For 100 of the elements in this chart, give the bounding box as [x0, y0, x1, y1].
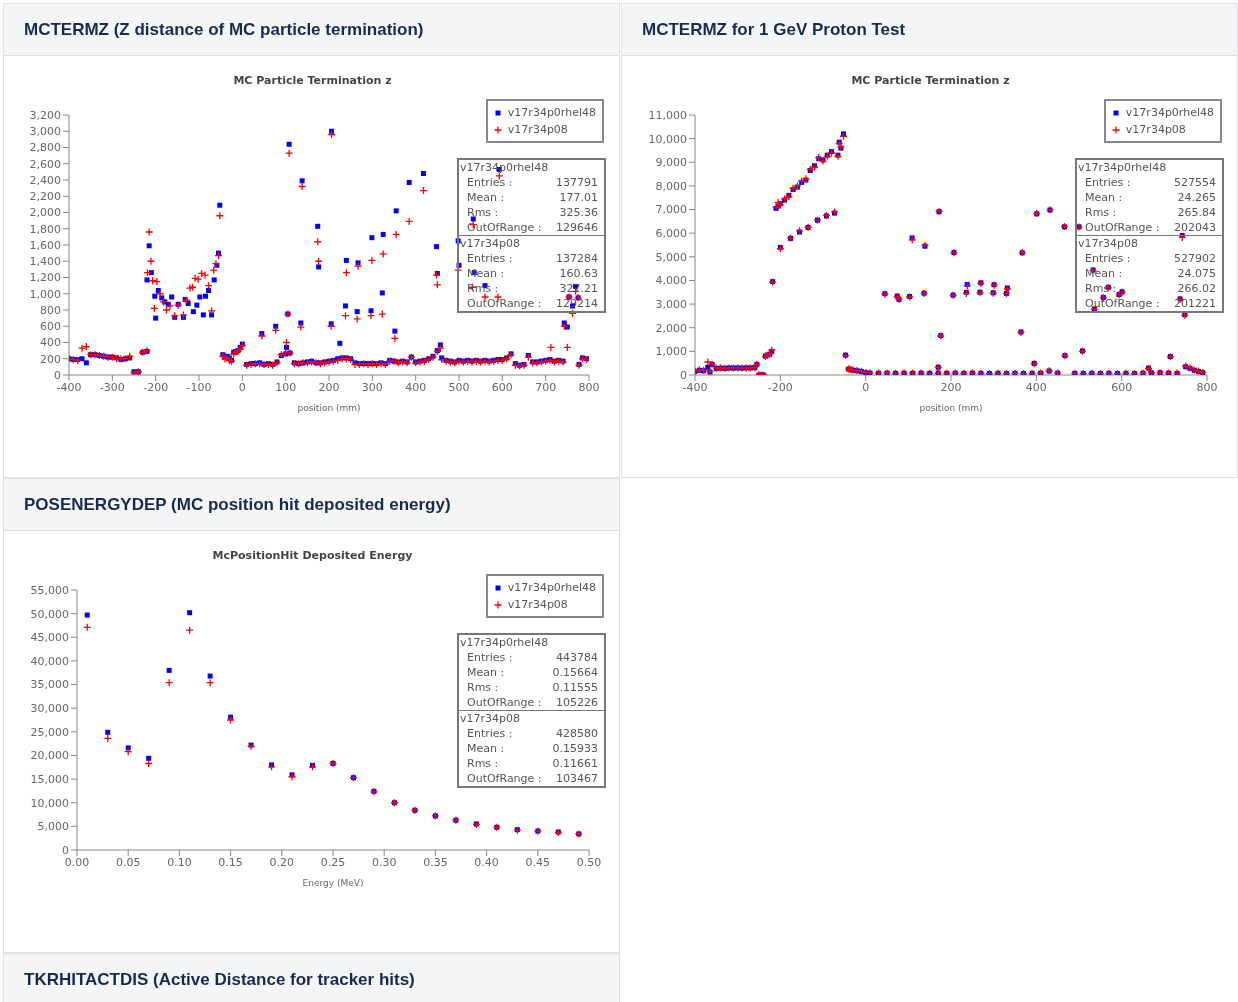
y-tick-label: 7,000: [655, 203, 687, 217]
legend-label: v17r34p0rhel48: [1125, 105, 1214, 121]
x-tick-label: 100: [275, 380, 297, 394]
y-tick-label: 0: [62, 843, 69, 857]
text: Rms : 325.36: [467, 206, 598, 219]
text: Entries : 527554: [1085, 176, 1216, 189]
y-tick-label: 600: [40, 320, 61, 334]
text: TKRHITACTDIS (Active Distance for tracker hits): [4, 954, 619, 1002]
y-tick-label: 2,400: [29, 173, 61, 187]
annotation: v17r34p08: [459, 235, 604, 251]
x-tick-label: 0.40: [474, 855, 499, 869]
x-tick-label: 0.15: [218, 855, 243, 869]
chart-title: POSENERGYDEP (MC position hit deposited energy): [4, 479, 619, 531]
x-tick-label: 0.50: [576, 855, 602, 869]
y-tick-label: 3,000: [655, 298, 687, 311]
x-tick-label: 800: [578, 380, 600, 394]
x-axis-title: Energy (MeV): [302, 878, 364, 888]
y-tick-label: 5,000: [37, 820, 69, 834]
text: Mean : 0.15664: [467, 666, 598, 679]
y-tick-label: 1,600: [29, 238, 61, 252]
text: Entries : 443784: [467, 651, 598, 664]
y-tick-label: 400: [40, 336, 61, 350]
x-tick-label: 600: [1111, 380, 1133, 394]
legend-label: v17r34p08: [507, 597, 568, 613]
y-tick-label: 200: [40, 352, 61, 366]
annotation: v17r34p0rhel48: [1077, 160, 1168, 175]
x-tick-label: 500: [448, 380, 470, 394]
x-axis-title: position (mm): [297, 403, 361, 413]
x-tick-label: 0: [862, 380, 870, 394]
y-tick-label: 3,200: [29, 108, 61, 122]
x-tick-label: 200: [940, 380, 962, 394]
x-tick-label: 0.25: [320, 855, 346, 869]
y-tick-label: 1,400: [29, 255, 61, 269]
chart-title: MCTERMZ (Z distance of MC particle termination): [4, 4, 619, 56]
chart-subtitle: MC Particle Termination z: [850, 74, 1011, 87]
y-tick-label: 6,000: [655, 227, 687, 241]
y-tick-label: 10,000: [648, 132, 687, 146]
text: OutOfRange : 103467: [467, 772, 598, 785]
text: OutOfRange : 129646: [467, 221, 598, 234]
x-tick-label: 0.05: [115, 855, 141, 869]
x-axis-title: position (mm): [919, 403, 983, 413]
annotation: v17r34p0rhel48: [459, 635, 550, 650]
y-tick-label: 45,000: [30, 631, 69, 645]
y-tick-label: 40,000: [30, 654, 69, 668]
legend-label: v17r34p08: [507, 122, 568, 138]
y-tick-label: 25,000: [30, 725, 69, 739]
y-tick-label: 0: [680, 368, 687, 382]
chart-subtitle: McPositionHit Deposited Energy: [211, 549, 414, 562]
text: Mean : 0.15933: [467, 742, 598, 755]
y-tick-label: 2,800: [29, 141, 61, 155]
x-tick-label: -400: [682, 380, 708, 394]
text: Rms : 0.11555: [467, 681, 598, 694]
x-tick-label: 200: [318, 380, 340, 394]
y-tick-label: 2,000: [29, 206, 61, 220]
y-tick-label: 15,000: [30, 773, 69, 786]
y-tick-label: 1,800: [29, 222, 61, 236]
y-tick-label: 4,000: [655, 274, 687, 288]
y-tick-label: 35,000: [30, 678, 69, 692]
y-tick-label: 50,000: [30, 607, 69, 621]
y-tick-label: 30,000: [30, 702, 69, 716]
y-tick-label: 9,000: [655, 156, 687, 170]
text: Mean : 24.075: [1085, 267, 1216, 280]
text: Entries : 428580: [467, 727, 598, 740]
annotation: v17r34p08: [1077, 235, 1222, 251]
chart-subtitle: MC Particle Termination z: [232, 74, 393, 87]
y-tick-label: 3,000: [29, 125, 61, 139]
x-tick-label: -300: [99, 380, 125, 394]
text: Mean : 177.01: [467, 191, 598, 204]
text: Entries : 137284: [467, 252, 598, 265]
y-tick-label: 2,000: [655, 321, 687, 335]
x-tick-label: 0.00: [64, 855, 90, 869]
x-tick-label: 300: [361, 380, 383, 394]
legend-label: v17r34p08: [1125, 122, 1186, 138]
text: OutOfRange : 129214: [467, 297, 598, 310]
y-tick-label: 2,600: [29, 157, 61, 171]
y-tick-label: 8,000: [655, 179, 687, 193]
x-tick-label: -100: [186, 380, 212, 394]
text: OutOfRange : 105226: [467, 696, 598, 709]
y-tick-label: 800: [40, 303, 61, 317]
text: Rms : 266.02: [1085, 282, 1216, 295]
text: Rms : 265.84: [1085, 206, 1216, 219]
y-tick-label: 2,200: [29, 190, 61, 204]
x-tick-label: 400: [1025, 380, 1047, 394]
x-tick-label: -200: [767, 380, 793, 394]
x-tick-label: -200: [143, 380, 169, 394]
x-tick-label: 0.30: [371, 855, 397, 869]
y-tick-label: 1,200: [29, 271, 61, 285]
y-tick-label: 20,000: [30, 749, 69, 763]
x-tick-label: 800: [1196, 380, 1218, 394]
y-tick-label: 10,000: [30, 796, 69, 810]
annotation: v17r34p0rhel48: [459, 160, 550, 175]
x-tick-label: 0.10: [167, 855, 192, 869]
y-tick-label: 11,000: [648, 108, 687, 122]
x-tick-label: 700: [535, 380, 557, 394]
text: Mean : 160.63: [467, 267, 598, 280]
y-tick-label: 55,000: [30, 583, 69, 597]
chart-title: MCTERMZ for 1 GeV Proton Test: [622, 4, 1237, 56]
text: Entries : 137791: [467, 176, 598, 189]
x-tick-label: 400: [405, 380, 427, 394]
text: Rms : 0.11661: [467, 757, 598, 770]
